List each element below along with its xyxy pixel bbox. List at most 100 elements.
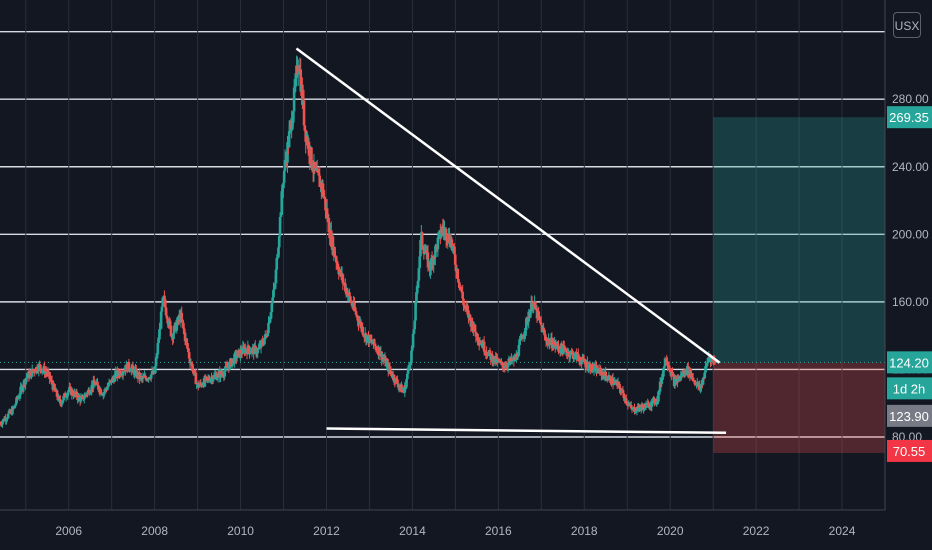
candle-body <box>621 389 625 394</box>
bar-countdown-label-bg <box>887 377 932 400</box>
candle-body <box>415 292 418 303</box>
candle-body <box>444 228 448 241</box>
candle-body <box>538 316 541 319</box>
candle-body <box>341 274 345 283</box>
candle-body <box>406 373 409 380</box>
candle-body <box>163 299 167 308</box>
candle-body <box>337 269 341 275</box>
candle-body <box>307 141 311 156</box>
candle-body <box>353 302 356 310</box>
candle-body <box>268 316 272 323</box>
candle-body <box>625 403 629 405</box>
candle-body <box>617 382 621 385</box>
candle-body <box>406 367 410 374</box>
candle-body <box>230 361 234 367</box>
candle-body <box>101 393 105 396</box>
candle-body <box>30 368 34 377</box>
candle-body <box>202 378 206 387</box>
target-price-label-bg <box>887 106 932 129</box>
candle-body <box>467 310 470 318</box>
candle-body <box>631 407 635 410</box>
candle-body <box>155 354 159 358</box>
trendlines[interactable] <box>295 47 727 435</box>
candle-body <box>211 379 215 382</box>
candle-body <box>693 380 697 384</box>
candle-body <box>159 311 163 329</box>
candle-body <box>466 308 469 311</box>
candle-body <box>472 330 475 332</box>
candle-body <box>699 388 702 390</box>
candle-body <box>92 380 96 383</box>
candle-body <box>577 358 581 360</box>
candle-body <box>473 324 477 332</box>
candle-body <box>306 136 309 146</box>
candle-body <box>696 382 700 387</box>
candle-body <box>212 375 216 380</box>
candle-body <box>253 345 257 347</box>
candle-body <box>277 236 281 248</box>
candle-body <box>531 307 535 310</box>
candle-body <box>657 391 661 393</box>
candle-body <box>161 297 165 307</box>
support-line[interactable] <box>326 427 727 435</box>
candle-body <box>220 371 223 374</box>
candle-body <box>605 376 608 380</box>
candle-body <box>353 309 357 312</box>
x-tick-label: 2022 <box>743 524 770 538</box>
candle-body <box>358 322 361 325</box>
candle-body <box>224 366 227 372</box>
descending-trendline[interactable] <box>295 47 721 364</box>
profit-zone <box>713 117 885 363</box>
candle-body <box>44 371 47 375</box>
currency-badge[interactable]: USX <box>893 12 921 38</box>
candle-body <box>313 161 317 169</box>
candle-body <box>65 396 69 398</box>
candle-body <box>222 376 226 378</box>
candle-body <box>671 372 674 374</box>
candle-body <box>679 376 683 379</box>
candle-body <box>59 399 62 404</box>
candle-body <box>182 322 185 329</box>
candle-body <box>233 353 236 364</box>
candle-body <box>491 361 495 363</box>
candle-body <box>66 392 70 397</box>
candle-body <box>589 364 593 372</box>
candle-body <box>654 403 658 405</box>
x-tick-label: 2020 <box>657 524 684 538</box>
candle-body <box>622 393 626 398</box>
candle-body <box>157 339 160 344</box>
candle-body <box>618 384 621 389</box>
candle-body <box>149 374 153 379</box>
candle-body <box>434 245 437 258</box>
candle-body <box>293 84 297 88</box>
candle-body <box>396 383 400 388</box>
candle-body <box>667 365 670 367</box>
candle-body <box>276 257 279 259</box>
candle-body <box>75 391 79 398</box>
candle-body <box>67 390 70 393</box>
candle-body <box>301 84 304 105</box>
candle-body <box>268 322 271 324</box>
candle-body <box>496 359 499 363</box>
candle-body <box>548 341 552 345</box>
candle-body <box>342 282 345 284</box>
candle-body <box>425 250 429 253</box>
entry-price-label-text: 123.90 <box>889 409 929 424</box>
candle-body <box>264 334 268 336</box>
candle-body <box>63 393 67 398</box>
x-tick-label: 2016 <box>485 524 512 538</box>
candle-body <box>651 398 654 401</box>
candle-body <box>149 378 152 380</box>
candle-body <box>40 368 43 372</box>
candle-body <box>13 405 17 407</box>
candle-body <box>362 334 365 336</box>
candle-body <box>566 353 569 356</box>
candle-body <box>537 311 540 317</box>
candle-body <box>672 373 675 377</box>
candle-body <box>204 376 208 382</box>
candle-body <box>158 328 162 330</box>
candle-body <box>17 396 21 398</box>
candle-body <box>499 361 502 363</box>
